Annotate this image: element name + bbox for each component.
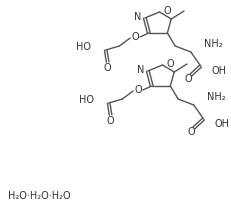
Text: NH₂: NH₂ [206, 92, 224, 102]
Text: NH₂: NH₂ [203, 39, 221, 49]
Text: O: O [183, 74, 191, 84]
Text: HO: HO [76, 42, 91, 52]
Text: OH: OH [213, 119, 228, 129]
Text: N: N [133, 12, 140, 22]
Text: O: O [186, 127, 194, 137]
Text: HO: HO [79, 95, 94, 105]
Text: OH: OH [210, 66, 225, 76]
Text: O: O [103, 63, 111, 73]
Text: O: O [166, 59, 173, 69]
Text: H₂O·H₂O·H₂O: H₂O·H₂O·H₂O [8, 191, 70, 201]
Text: N: N [136, 65, 143, 75]
Text: O: O [134, 85, 141, 95]
Text: O: O [106, 116, 114, 126]
Text: O: O [163, 6, 170, 16]
Text: O: O [131, 32, 138, 42]
